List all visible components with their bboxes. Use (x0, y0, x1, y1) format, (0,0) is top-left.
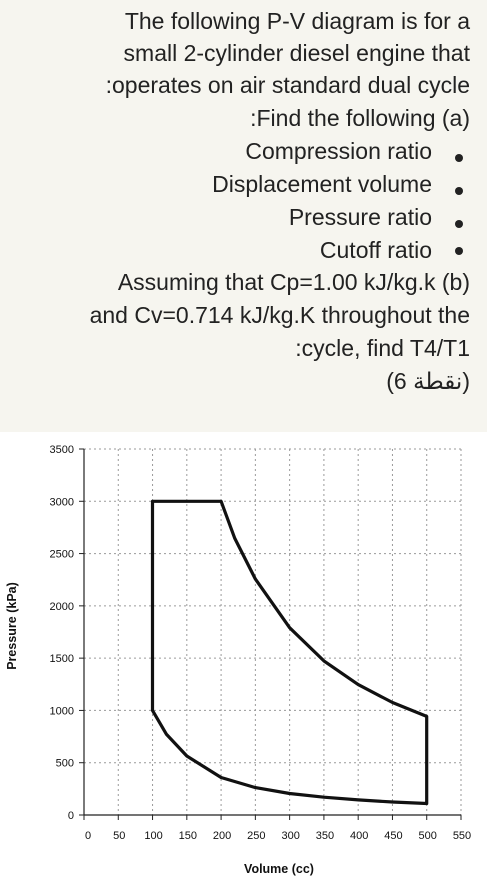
y-tick-label: 1500 (50, 653, 74, 665)
pv-chart-svg: 0 500 1000 1500 2000 2500 3000 3500 0 50 100 150 200… (5, 444, 472, 876)
x-tick-label: 300 (281, 830, 299, 842)
cycle-line (150, 499, 429, 806)
x-tick-label: 400 (350, 830, 368, 842)
question-item-cutoff-ratio: Cutoff ratio (319, 237, 432, 263)
bullet-icon (455, 154, 463, 162)
x-tick-label: 500 (419, 830, 437, 842)
x-axis-label: Volume (cc) (244, 862, 314, 876)
y-tick-label: 0 (68, 810, 74, 822)
x-tick-label: 150 (179, 830, 197, 842)
x-tick-label: 250 (247, 830, 265, 842)
y-tick-label: 2500 (50, 549, 74, 561)
bullet-icon (455, 220, 463, 228)
question-line: Assuming that Cp=1.00 kJ/kg.k (b) (117, 269, 470, 295)
y-tick-label: 3500 (50, 444, 74, 456)
y-axis-label: Pressure (kPa) (5, 582, 19, 670)
question-line: :Find the following (a) (250, 105, 470, 131)
x-tick-label: 450 (384, 830, 402, 842)
x-tick-label: 350 (316, 830, 334, 842)
question-line: The following P-V diagram is for a (124, 8, 470, 34)
x-tick-label: 50 (113, 830, 125, 842)
question-line: :operates on air standard dual cycle (105, 72, 470, 98)
tick-layer: 0 500 1000 1500 2000 2500 3000 3500 0 50 100 150 200… (50, 444, 472, 842)
question-points: (6 نقطة) (386, 368, 470, 394)
series-layer (150, 499, 429, 806)
x-tick-label: 200 (213, 830, 231, 842)
question-item-displacement-volume: Displacement volume (212, 171, 432, 197)
question-line: :cycle, find T4/T1 (295, 335, 470, 361)
y-tick-label: 500 (56, 758, 74, 770)
bullet-icon (455, 247, 463, 255)
axis-layer (83, 449, 461, 816)
grid-layer (84, 448, 462, 815)
question-line: and Cv=0.714 kJ/kg.K throughout the (89, 302, 470, 328)
y-tick-label: 1000 (50, 705, 74, 717)
y-tick-label: 3000 (50, 496, 74, 508)
x-tick-label: 550 (453, 830, 471, 842)
question-line: small 2-cylinder diesel engine that (123, 40, 470, 66)
x-tick-label: 0 (85, 830, 91, 842)
question-item-compression-ratio: Compression ratio (245, 138, 432, 164)
question-panel: The following P-V diagram is for a small… (0, 0, 487, 432)
bullet-icon (455, 187, 463, 195)
y-tick-label: 2000 (50, 601, 74, 613)
question-item-pressure-ratio: Pressure ratio (288, 204, 432, 230)
x-tick-label: 100 (144, 830, 162, 842)
pv-diagram: 0 500 1000 1500 2000 2500 3000 3500 0 50 100 150 200… (0, 432, 487, 880)
